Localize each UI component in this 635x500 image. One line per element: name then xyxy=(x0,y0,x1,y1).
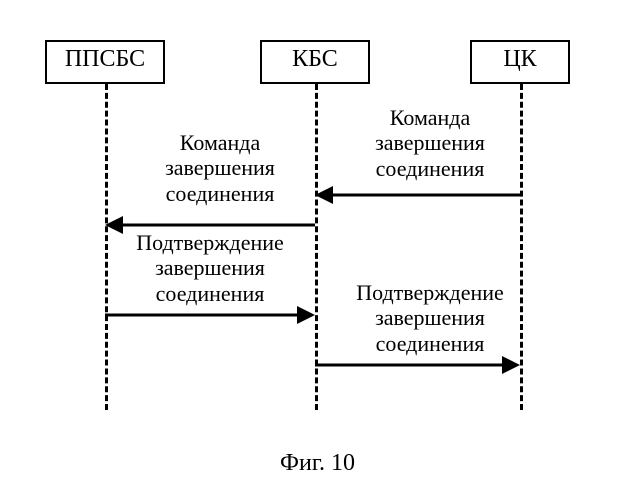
figure-caption: Фиг. 10 xyxy=(0,450,635,477)
figure-caption-text: Фиг. 10 xyxy=(280,450,355,476)
sequence-diagram: ППСБС КБС ЦК Команда завершения соединен… xyxy=(0,0,635,500)
arrow-m4 xyxy=(0,0,635,500)
